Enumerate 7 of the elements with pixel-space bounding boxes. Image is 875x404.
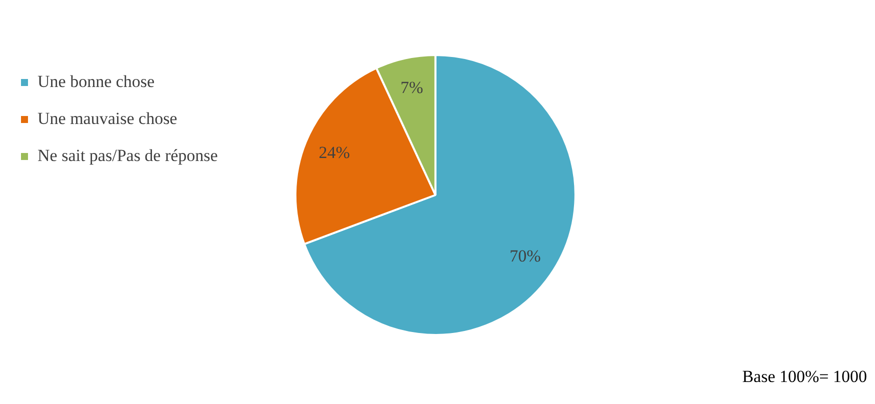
- legend-label: Une mauvaise chose: [38, 108, 178, 128]
- data-label: 7%: [400, 78, 424, 97]
- legend-label: Une bonne chose: [38, 72, 155, 91]
- text: Base 100%= 1000: [742, 367, 867, 386]
- legend-label: Ne sait pas/Pas de réponse: [38, 146, 218, 165]
- data-label: 24%: [318, 143, 350, 162]
- data-label: 70%: [510, 246, 541, 266]
